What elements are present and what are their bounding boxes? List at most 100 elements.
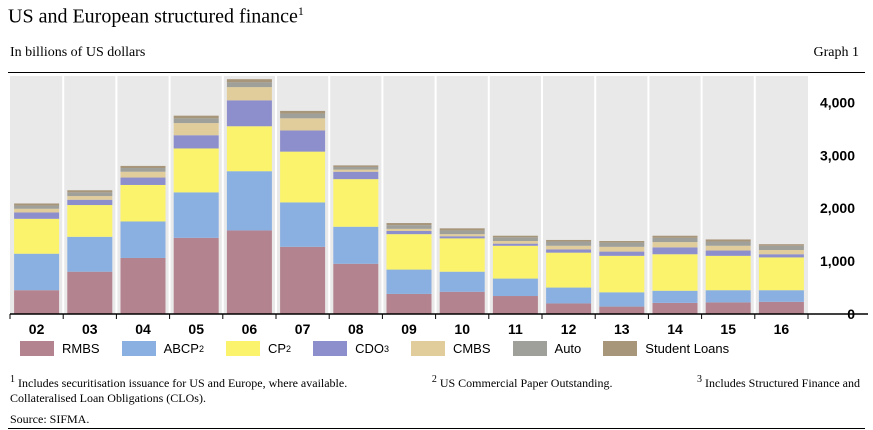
bar-segment-abcp bbox=[333, 226, 379, 264]
bar-segment-cp bbox=[546, 252, 592, 288]
bar-segment-abcp bbox=[546, 287, 592, 304]
bar-segment-cmbs bbox=[386, 228, 432, 231]
bar-segment-student-loans bbox=[333, 165, 379, 167]
bar-segment-cdo bbox=[599, 251, 645, 256]
chart-title: US and European structured finance1 bbox=[8, 4, 304, 28]
bar-segment-student-loans bbox=[173, 115, 219, 119]
bar-segment-cp bbox=[67, 205, 113, 237]
source-note: Source: SIFMA. bbox=[10, 412, 90, 426]
bar-segment-cdo bbox=[120, 177, 166, 185]
bottom-rule bbox=[8, 428, 865, 429]
footnote-3: 3 Includes Structured Finance and bbox=[697, 374, 860, 390]
bar-segment-cmbs bbox=[226, 87, 272, 101]
bar-segment-cmbs bbox=[492, 241, 538, 244]
bar-segment-rmbs bbox=[758, 301, 804, 314]
bar-segment-cdo bbox=[67, 199, 113, 206]
bar-segment-cmbs bbox=[120, 171, 166, 178]
x-tick-label: 11 bbox=[508, 321, 523, 337]
legend-label: CP bbox=[267, 341, 287, 356]
x-tick-label: 07 bbox=[295, 321, 311, 337]
bar-segment-cdo bbox=[333, 171, 379, 180]
bar-segment-abcp bbox=[599, 292, 645, 307]
bar-segment-cdo bbox=[173, 135, 219, 149]
bar-segment-rmbs bbox=[546, 303, 592, 314]
bar-segment-cp bbox=[758, 257, 804, 291]
x-tick-label: 06 bbox=[242, 321, 258, 337]
bar-segment-cmbs bbox=[599, 246, 645, 252]
bar-segment-abcp bbox=[14, 253, 60, 291]
bar-segment-abcp bbox=[226, 171, 272, 231]
legend-label: ABCP bbox=[163, 341, 199, 356]
x-tick-label: 15 bbox=[720, 321, 736, 337]
bar-segment-auto bbox=[439, 230, 485, 235]
bar-segment-rmbs bbox=[120, 257, 166, 314]
footnotes: 1 Includes securitisation issuance for U… bbox=[10, 372, 860, 406]
x-tick-label: 14 bbox=[667, 321, 683, 337]
legend-label: Auto bbox=[554, 341, 582, 356]
bar-segment-cdo bbox=[226, 100, 272, 127]
legend-swatch bbox=[313, 341, 348, 356]
bar-segment-abcp bbox=[705, 290, 751, 303]
bar-segment-student-loans bbox=[280, 110, 326, 114]
footnote-1: 1 Includes securitisation issuance for U… bbox=[10, 374, 348, 390]
bar-segment-cp bbox=[280, 151, 326, 203]
bar-segment-abcp bbox=[67, 236, 113, 272]
legend-label: RMBS bbox=[62, 341, 100, 356]
legend-swatch bbox=[225, 341, 260, 356]
bar-segment-cdo bbox=[280, 130, 326, 152]
bar-segment-auto bbox=[14, 205, 60, 209]
bar-segment-auto bbox=[386, 225, 432, 229]
graph-number: Graph 1 bbox=[813, 45, 860, 60]
y-tick-label: 3,000 bbox=[820, 147, 855, 163]
legend-swatch bbox=[121, 341, 156, 356]
footnote-3-continued: Collateralised Loan Obligations (CLOs). bbox=[10, 391, 206, 405]
legend-swatch bbox=[20, 341, 54, 356]
y-tick-label: 2,000 bbox=[820, 200, 855, 216]
bar-segment-rmbs bbox=[599, 306, 645, 314]
bar-segment-auto bbox=[546, 241, 592, 246]
bar-segment-rmbs bbox=[333, 263, 379, 314]
bar-segment-cdo bbox=[14, 212, 60, 219]
bar-segment-student-loans bbox=[492, 235, 538, 238]
bar-segment-student-loans bbox=[226, 79, 272, 83]
bar-segment-cp bbox=[333, 179, 379, 227]
chart-subtitle: In billions of US dollars bbox=[10, 45, 146, 60]
legend-item: Auto bbox=[512, 341, 582, 356]
bar-segment-cp bbox=[599, 255, 645, 293]
legend-item: CDO 3 bbox=[313, 341, 389, 356]
legend-swatch bbox=[410, 341, 445, 356]
bar-segment-abcp bbox=[652, 290, 698, 303]
bar-segment-auto bbox=[280, 113, 326, 119]
bar-segment-rmbs bbox=[705, 302, 751, 314]
bar-segment-rmbs bbox=[280, 246, 326, 314]
bar-segment-rmbs bbox=[386, 293, 432, 314]
bar-segment-cp bbox=[226, 126, 272, 172]
bar-segment-cmbs bbox=[546, 245, 592, 250]
bar-segment-cdo bbox=[758, 254, 804, 258]
legend-footnote-mark: 3 bbox=[383, 343, 389, 354]
legend-item: Student Loans bbox=[603, 341, 729, 356]
x-tick-label: 12 bbox=[561, 321, 577, 337]
bar-segment-auto bbox=[173, 118, 219, 124]
bar-segment-student-loans bbox=[14, 203, 60, 206]
bar-segment-rmbs bbox=[492, 296, 538, 314]
x-tick-label: 04 bbox=[135, 321, 151, 337]
bar-segment-cp bbox=[386, 234, 432, 270]
bar-segment-abcp bbox=[173, 192, 219, 238]
top-rule bbox=[8, 72, 865, 73]
footnote-2: 2 US Commercial Paper Outstanding. bbox=[431, 374, 613, 390]
bar-segment-abcp bbox=[758, 290, 804, 302]
bar-segment-abcp bbox=[280, 202, 326, 247]
bar-segment-student-loans bbox=[546, 239, 592, 242]
bar-segment-cp bbox=[14, 218, 60, 254]
y-tick-label: 1,000 bbox=[820, 253, 855, 269]
legend-item: RMBS bbox=[20, 341, 100, 356]
bar-segment-rmbs bbox=[14, 290, 60, 314]
bar-segment-rmbs bbox=[226, 230, 272, 314]
x-tick-label: 02 bbox=[29, 321, 45, 337]
legend-item: CP 2 bbox=[225, 341, 291, 356]
legend-label: CMBS bbox=[452, 341, 491, 356]
bar-segment-student-loans bbox=[386, 223, 432, 226]
bar-segment-rmbs bbox=[67, 271, 113, 314]
bar-segment-student-loans bbox=[67, 190, 113, 193]
